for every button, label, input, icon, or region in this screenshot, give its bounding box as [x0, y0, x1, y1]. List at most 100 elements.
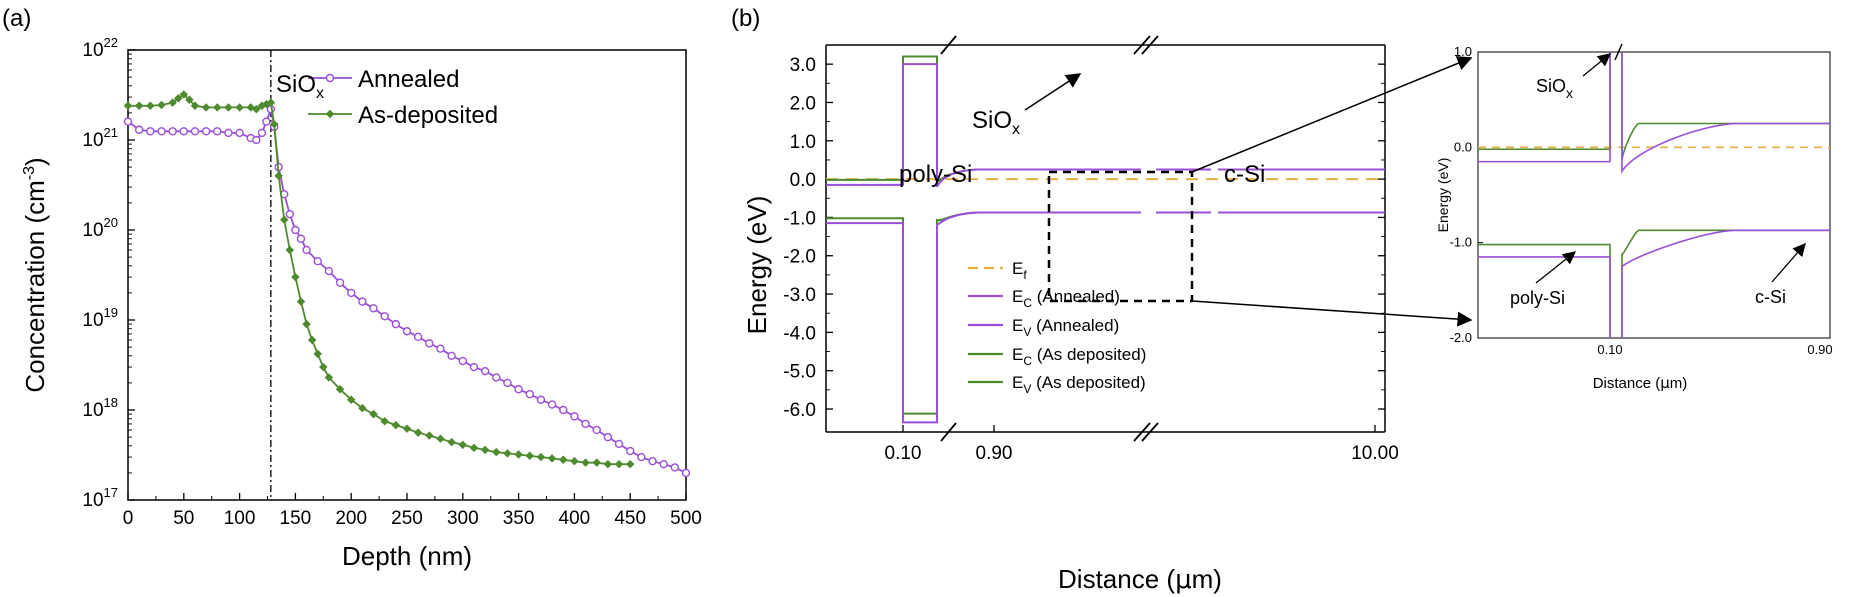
- data-point-annealed: [358, 297, 367, 306]
- interface-label-a: SiOx: [276, 71, 324, 102]
- data-point-annealed: [458, 356, 467, 366]
- data-point-as-deposited: [458, 440, 468, 450]
- x-tick-label-a: 50: [173, 508, 194, 529]
- data-point-as-deposited: [391, 420, 401, 430]
- x-tick-label-a: 400: [559, 508, 591, 529]
- data-point-annealed: [536, 395, 546, 404]
- data-point-annealed: [252, 135, 261, 145]
- data-point-annealed: [313, 257, 322, 266]
- data-point-as-deposited: [307, 335, 317, 345]
- inset-y-tick-label: -2.0: [1450, 330, 1472, 345]
- data-point-annealed: [302, 245, 311, 255]
- y-tick-label-b: -3.0: [783, 285, 816, 306]
- x-tick-label-a: 350: [503, 508, 535, 529]
- inset-y-tick-label: 0.0: [1454, 139, 1472, 154]
- data-point-annealed: [291, 225, 300, 235]
- data-point-annealed: [670, 463, 680, 472]
- y-tick-label-b: -2.0: [783, 247, 816, 268]
- data-point-annealed: [614, 439, 624, 449]
- data-point-as-deposited: [190, 101, 200, 111]
- legend-label-b: EC (As deposited): [1012, 345, 1146, 368]
- y-tick-label-b: 3.0: [790, 55, 816, 76]
- data-point-as-deposited: [547, 454, 557, 463]
- data-point-annealed: [262, 117, 271, 126]
- data-point-as-deposited: [402, 424, 412, 433]
- data-point-annealed: [257, 128, 267, 138]
- panel-label-a: (a): [2, 5, 31, 32]
- annealed-valence-band: [826, 211, 1385, 424]
- x-tick-label-a: 500: [670, 508, 702, 529]
- data-point-annealed: [603, 432, 613, 442]
- data-point-as-deposited: [291, 272, 300, 282]
- data-point-as-deposited: [346, 395, 356, 404]
- data-point-annealed: [224, 128, 233, 138]
- data-point-as-deposited: [285, 245, 295, 255]
- data-point-as-deposited: [335, 385, 345, 394]
- inset-y-axis-title: Energy (eV): [1435, 158, 1451, 233]
- data-point-annealed: [347, 288, 356, 298]
- inset-chart: 1.0 0.0 -1.0 -2.0 0.10 0.90 Energy (eV) Dista…: [1435, 43, 1833, 392]
- data-point-annealed: [413, 332, 423, 342]
- data-point-annealed: [391, 319, 401, 329]
- chart-b: 3.0 2.0 1.0 0.0 -1.0 -2.0 -3.0 -4.0 -5.0 -6.0 0.10…: [742, 35, 1473, 595]
- x-tick-label-a: 450: [614, 508, 646, 529]
- inset-oxide-arrow: [1582, 53, 1612, 77]
- data-point-annealed: [402, 327, 412, 336]
- legend-marker-a: [325, 109, 335, 119]
- data-point-annealed: [525, 389, 534, 399]
- data-point-annealed: [637, 452, 646, 462]
- x-tick-label-a: 200: [335, 508, 367, 529]
- data-point-as-deposited: [536, 452, 546, 462]
- data-point-as-deposited: [425, 431, 434, 440]
- axis-break-mark: [1141, 35, 1159, 55]
- data-point-as-deposited: [581, 458, 590, 467]
- data-point-as-deposited: [324, 373, 334, 382]
- data-point-annealed: [648, 456, 657, 466]
- data-point-as-deposited: [603, 459, 613, 469]
- x-tick-label-a: 250: [391, 508, 423, 529]
- y-tick-label-a: 1019: [82, 305, 118, 331]
- legend-label-b: Ef: [1012, 259, 1027, 282]
- data-point-as-deposited: [313, 349, 322, 359]
- data-point-annealed: [447, 351, 456, 361]
- data-point-as-deposited: [469, 443, 479, 453]
- data-point-as-deposited: [369, 409, 378, 419]
- x-tick-label-a: 300: [447, 508, 479, 529]
- data-point-annealed: [570, 412, 579, 421]
- series-line-as-deposited: [128, 93, 631, 466]
- data-point-as-deposited: [492, 447, 501, 457]
- data-point-as-deposited: [296, 297, 306, 306]
- data-point-as-deposited: [514, 450, 523, 459]
- x-tick-label-a: 0: [123, 508, 134, 529]
- data-point-as-deposited: [447, 437, 456, 447]
- data-point-annealed: [123, 117, 133, 126]
- inset-x-axis-title: Distance (μm): [1593, 374, 1688, 392]
- data-point-as-deposited: [252, 104, 261, 114]
- axis-break-mark: [940, 35, 957, 55]
- annealed-conduction-band: [826, 63, 1385, 188]
- data-point-as-deposited: [436, 434, 445, 443]
- axis-break-mark: [1133, 422, 1151, 442]
- data-point-as-deposited: [168, 98, 177, 107]
- data-point-as-deposited: [592, 458, 601, 467]
- x-tick-label-b: 10.00: [1351, 443, 1399, 464]
- data-point-annealed: [296, 234, 306, 243]
- x-tick-label-b: 0.10: [885, 443, 922, 464]
- data-point-as-deposited: [157, 100, 166, 110]
- legend-label-a: As-deposited: [358, 102, 498, 129]
- data-point-as-deposited: [201, 103, 211, 112]
- data-point-as-deposited: [224, 103, 233, 112]
- data-point-annealed: [146, 127, 155, 136]
- y-tick-label-b: -5.0: [783, 362, 816, 383]
- data-point-as-deposited: [302, 319, 311, 329]
- data-point-as-deposited: [525, 451, 535, 461]
- inset-y-tick-label: 1.0: [1454, 44, 1472, 59]
- data-point-annealed: [157, 127, 166, 136]
- x-tick-label-a: 150: [280, 508, 312, 529]
- y-tick-label-a: 1020: [82, 215, 118, 241]
- inset-csi-arrow: [1771, 243, 1806, 283]
- inset-csi-label: c-Si: [1755, 287, 1786, 307]
- legend-label-b: EV (As deposited): [1012, 373, 1146, 396]
- data-point-annealed: [659, 459, 668, 469]
